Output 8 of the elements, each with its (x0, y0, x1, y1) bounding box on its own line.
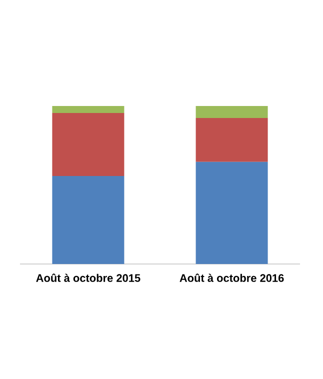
bar (196, 162, 268, 264)
bar (196, 106, 268, 118)
bar (52, 112, 124, 176)
bar (196, 118, 268, 162)
x-tick-label: Août à octobre 2016 (180, 274, 284, 282)
bar (52, 106, 124, 113)
bar (52, 176, 124, 264)
x-tick-label: Août à octobre 2015 (36, 274, 140, 282)
